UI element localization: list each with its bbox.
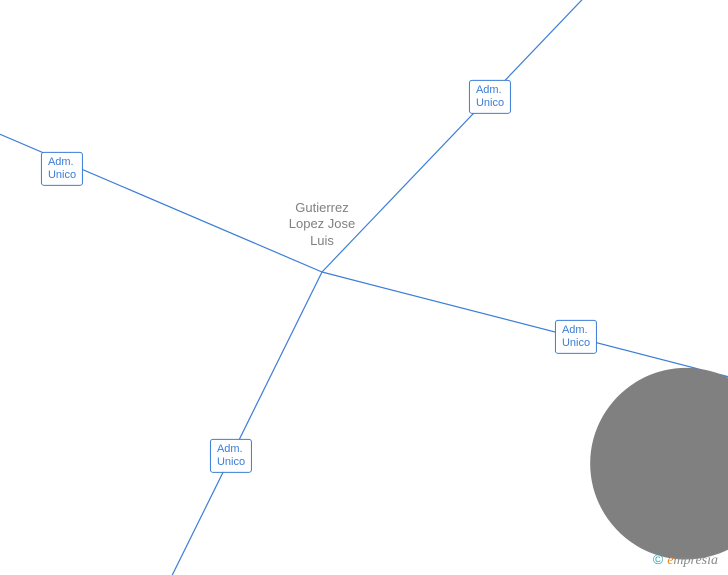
brand-rest: mpresia [673,553,718,568]
edge-line [155,272,322,575]
edge-label: Adm. Unico [469,80,511,114]
central-node-label: GutierrezLopez JoseLuis [289,200,356,249]
footer-brand: ©empresia [653,551,718,569]
edge-label: Adm. Unico [210,439,252,473]
edge-line [0,100,322,272]
edge-label: Adm. Unico [41,152,83,186]
copyright-symbol: © [653,551,663,567]
edge-line [322,0,620,272]
